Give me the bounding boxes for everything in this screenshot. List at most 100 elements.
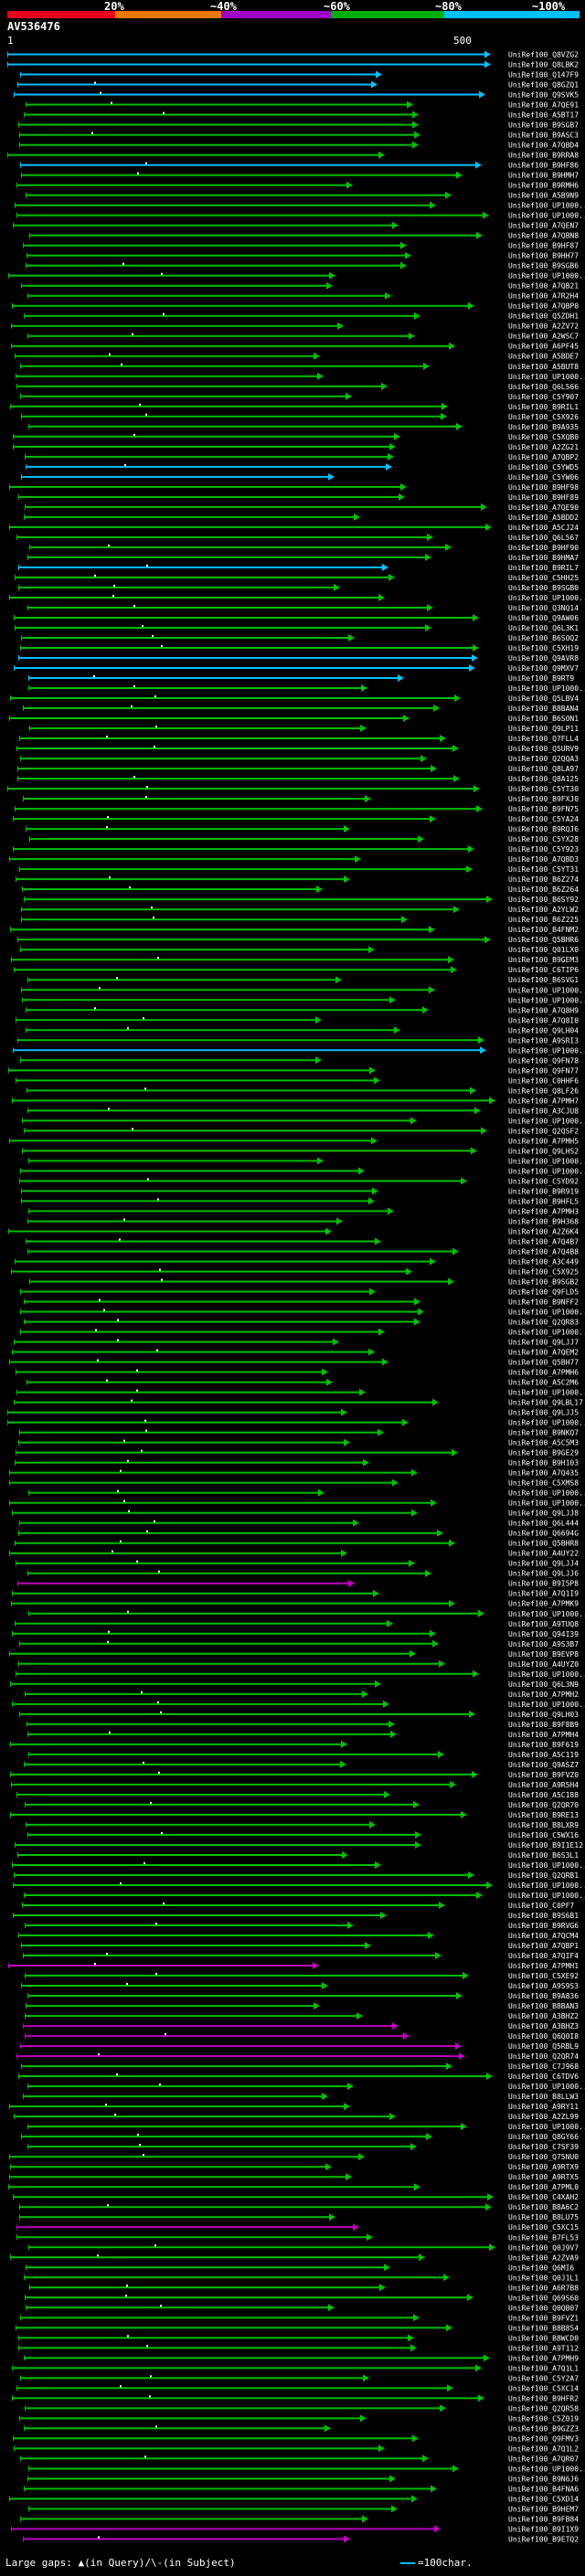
- hit-label[interactable]: UniRef100_Q8A125: [508, 775, 579, 783]
- hit-label[interactable]: UniRef100_B9RIL1: [508, 403, 579, 411]
- hit-label[interactable]: UniRef100_Q9SVK5: [508, 91, 579, 100]
- hit-label[interactable]: UniRef100_B9SGB7: [508, 122, 579, 130]
- hit-label[interactable]: UniRef100_UP1000...: [508, 1861, 585, 1870]
- hit-label[interactable]: UniRef100_UP1000...: [508, 1610, 585, 1618]
- hit-label[interactable]: UniRef100_Q75NU0: [508, 2153, 579, 2161]
- hit-label[interactable]: UniRef100_C5X925: [508, 1267, 579, 1276]
- hit-label[interactable]: UniRef100_B9A836: [508, 1992, 579, 2000]
- hit-label[interactable]: UniRef100_B9H103: [508, 1459, 579, 1468]
- hit-label[interactable]: UniRef100_A7Q8H9: [508, 1006, 579, 1014]
- hit-label[interactable]: UniRef100_B9HF98: [508, 483, 579, 492]
- hit-label[interactable]: UniRef100_UP1000...: [508, 1329, 585, 1337]
- hit-label[interactable]: UniRef100_C5YWD5: [508, 463, 579, 472]
- hit-label[interactable]: UniRef100_C5YT30: [508, 785, 579, 793]
- hit-label[interactable]: UniRef100_UP1000...: [508, 272, 585, 281]
- hit-label[interactable]: UniRef100_B8B854: [508, 2324, 579, 2332]
- hit-label[interactable]: UniRef100_B8LLW3: [508, 2093, 579, 2101]
- hit-label[interactable]: UniRef100_Q8LF26: [508, 1087, 579, 1095]
- hit-label[interactable]: UniRef100_Q2QR74: [508, 2052, 579, 2061]
- hit-label[interactable]: UniRef100_A9RTX9: [508, 2163, 579, 2171]
- hit-label[interactable]: UniRef100_UP1000...: [508, 1882, 585, 1890]
- hit-label[interactable]: UniRef100_Q9LJJ6: [508, 1570, 579, 1578]
- hit-label[interactable]: UniRef100_A7PMH6: [508, 1369, 579, 1377]
- hit-label[interactable]: UniRef100_Q9MXV7: [508, 664, 579, 673]
- hit-label[interactable]: UniRef100_Q147F9: [508, 71, 579, 80]
- hit-label[interactable]: UniRef100_C5YW06: [508, 473, 579, 482]
- hit-label[interactable]: UniRef100_A7PMH1: [508, 1962, 579, 1970]
- hit-label[interactable]: UniRef100_C5XMS8: [508, 1479, 579, 1488]
- hit-label[interactable]: UniRef100_B8LXR9: [508, 1821, 579, 1829]
- hit-label[interactable]: UniRef100_B9FVZ1: [508, 2314, 579, 2322]
- hit-label[interactable]: UniRef100_B9H368: [508, 1217, 579, 1225]
- hit-label[interactable]: UniRef100_Q9FN77: [508, 1066, 579, 1075]
- hit-label[interactable]: UniRef100_Q01LX0: [508, 946, 579, 954]
- hit-label[interactable]: UniRef100_B9FN75: [508, 805, 579, 813]
- hit-label[interactable]: UniRef100_UP1000...: [508, 202, 585, 210]
- hit-label[interactable]: UniRef100_B6S0Q2: [508, 634, 579, 642]
- hit-label[interactable]: UniRef100_A7QB21: [508, 282, 579, 291]
- hit-label[interactable]: UniRef100_Q5LBV4: [508, 694, 579, 703]
- hit-label[interactable]: UniRef100_Q6L444: [508, 1520, 579, 1528]
- hit-label[interactable]: UniRef100_UP1000...: [508, 373, 585, 381]
- hit-label[interactable]: UniRef100_A7QBP0: [508, 302, 579, 311]
- hit-label[interactable]: UniRef100_A7QR07: [508, 2454, 579, 2463]
- hit-label[interactable]: UniRef100_Q5ZDH1: [508, 313, 579, 321]
- hit-label[interactable]: UniRef100_B6SY92: [508, 896, 579, 904]
- hit-label[interactable]: UniRef100_Q6694G: [508, 1530, 579, 1538]
- hit-label[interactable]: UniRef100_A7QEN7: [508, 222, 579, 230]
- hit-label[interactable]: UniRef100_B9SGB6: [508, 262, 579, 270]
- hit-label[interactable]: UniRef100_C5Y907: [508, 393, 579, 401]
- hit-label[interactable]: UniRef100_UP1000...: [508, 1157, 585, 1165]
- hit-label[interactable]: UniRef100_UP1000...: [508, 986, 585, 994]
- hit-label[interactable]: UniRef100_C5YX28: [508, 835, 579, 843]
- hit-label[interactable]: UniRef100_Q2QRB1: [508, 1871, 579, 1880]
- hit-label[interactable]: UniRef100_UP1000...: [508, 1500, 585, 1508]
- hit-label[interactable]: UniRef100_A9RTX5: [508, 2173, 579, 2181]
- hit-label[interactable]: UniRef100_A7QIF4: [508, 1952, 579, 1960]
- hit-label[interactable]: UniRef100_B9RMH6: [508, 182, 579, 190]
- hit-label[interactable]: UniRef100_B9A935: [508, 423, 579, 431]
- hit-label[interactable]: UniRef100_C6TIP6: [508, 966, 579, 974]
- hit-label[interactable]: UniRef100_UP1000...: [508, 2465, 585, 2473]
- hit-label[interactable]: UniRef100_B9ASC3: [508, 132, 579, 140]
- hit-label[interactable]: UniRef100_Q9AW06: [508, 614, 579, 622]
- hit-label[interactable]: UniRef100_UP1000...: [508, 1389, 585, 1397]
- hit-label[interactable]: UniRef100_A2Z6K4: [508, 1227, 579, 1235]
- hit-label[interactable]: UniRef100_A7PMH2: [508, 1691, 579, 1699]
- hit-label[interactable]: UniRef100_Q6Q0I8: [508, 2032, 579, 2041]
- hit-label[interactable]: UniRef100_A7QBD4: [508, 142, 579, 150]
- hit-label[interactable]: UniRef100_UP1000...: [508, 212, 585, 220]
- hit-label[interactable]: UniRef100_C5X926: [508, 413, 579, 421]
- hit-label[interactable]: UniRef100_A6R7B8: [508, 2284, 579, 2292]
- hit-label[interactable]: UniRef100_A2WSC7: [508, 333, 579, 341]
- hit-label[interactable]: UniRef100_A7Q8I0: [508, 1016, 579, 1024]
- hit-label[interactable]: UniRef100_B9ETQ2: [508, 2535, 579, 2543]
- hit-label[interactable]: UniRef100_B9F8B9: [508, 1721, 579, 1729]
- hit-label[interactable]: UniRef100_A2YLW2: [508, 906, 579, 914]
- hit-label[interactable]: UniRef100_A7R2H4: [508, 292, 579, 301]
- hit-label[interactable]: UniRef100_C5YD92: [508, 1177, 579, 1185]
- hit-label[interactable]: UniRef100_C5XQB0: [508, 433, 579, 441]
- hit-label[interactable]: UniRef100_Q3NQ14: [508, 604, 579, 612]
- hit-label[interactable]: UniRef100_A4UY22: [508, 1550, 579, 1558]
- hit-label[interactable]: UniRef100_UP1000...: [508, 996, 585, 1004]
- hit-label[interactable]: UniRef100_UP1000...: [508, 1309, 585, 1317]
- hit-label[interactable]: UniRef100_B9GZZ3: [508, 2424, 579, 2433]
- hit-label[interactable]: UniRef100_Q9LJJ7: [508, 1339, 579, 1347]
- hit-label[interactable]: UniRef100_UP1000...: [508, 2083, 585, 2091]
- hit-label[interactable]: UniRef100_A3BHZ2: [508, 2012, 579, 2020]
- hit-label[interactable]: UniRef100_Q9ASZ7: [508, 1761, 579, 1769]
- hit-label[interactable]: UniRef100_C5Y2A7: [508, 2374, 579, 2382]
- hit-label[interactable]: UniRef100_Q8LA97: [508, 765, 579, 773]
- hit-label[interactable]: UniRef100_A7QE90: [508, 504, 579, 512]
- hit-label[interactable]: UniRef100_B9RRA8: [508, 152, 579, 160]
- hit-label[interactable]: UniRef100_B9GEM3: [508, 956, 579, 964]
- hit-label[interactable]: UniRef100_UP1000...: [508, 1419, 585, 1427]
- hit-label[interactable]: UniRef100_A7Q1L1: [508, 2364, 579, 2372]
- hit-label[interactable]: UniRef100_B4FNA6: [508, 2485, 579, 2493]
- hit-label[interactable]: UniRef100_C5Z019: [508, 2414, 579, 2422]
- hit-label[interactable]: UniRef100_Q2QR70: [508, 1801, 579, 1809]
- hit-label[interactable]: UniRef100_A5CJ24: [508, 524, 579, 532]
- hit-label[interactable]: UniRef100_A5BDD2: [508, 514, 579, 522]
- hit-label[interactable]: UniRef100_A7PMH4: [508, 1731, 579, 1739]
